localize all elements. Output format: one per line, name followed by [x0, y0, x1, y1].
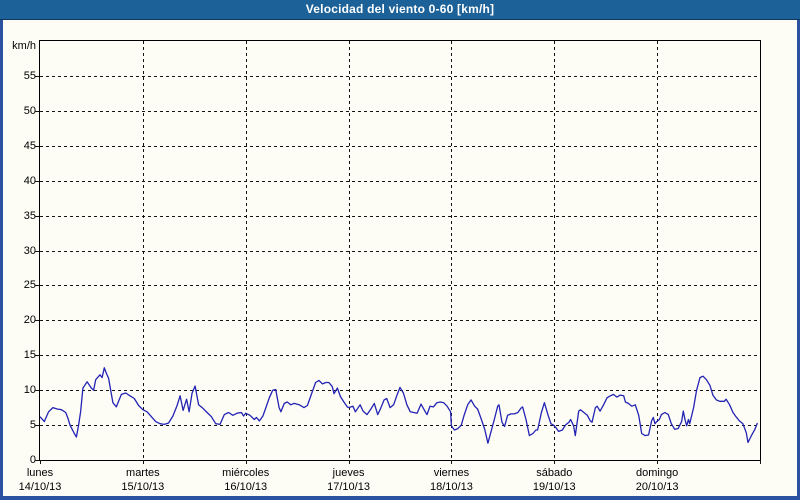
x-label-day-name-2: miércoles	[222, 467, 270, 479]
x-label-date-6: 20/10/13	[635, 481, 679, 493]
y-tick-label-50: 50	[23, 104, 36, 117]
x-label-date-3: 17/10/13	[327, 481, 370, 493]
y-tick-label-55: 55	[23, 69, 36, 82]
x-label-date-0: 14/10/13	[18, 481, 62, 493]
y-tick-label-30: 30	[23, 244, 36, 257]
x-label-day-name-4: viernes	[433, 467, 470, 479]
y-tick-label-10: 10	[23, 384, 36, 397]
wind-speed-line-chart	[35, 41, 761, 464]
x-label-day-name-1: martes	[126, 467, 160, 479]
y-tick-label-45: 45	[23, 139, 36, 152]
y-tick-label-25: 25	[23, 279, 36, 292]
x-label-day-name-3: jueves	[332, 467, 365, 479]
title-bar: Velocidad del viento 0-60 [km/h]	[0, 0, 800, 20]
x-label-day-name-5: sábado	[536, 467, 573, 479]
y-tick-label-35: 35	[23, 209, 36, 222]
y-tick-label-40: 40	[23, 174, 36, 187]
y-tick-label-5: 5	[29, 419, 36, 432]
window-title: Velocidad del viento 0-60 [km/h]	[305, 2, 495, 16]
y-tick-label-0: 0	[29, 454, 36, 466]
x-label-date-5: 19/10/13	[532, 481, 576, 493]
y-axis-unit-label: km/h	[12, 40, 36, 52]
y-tick-label-15: 15	[23, 349, 36, 362]
wind-speed-series-line	[39, 367, 759, 444]
chart-panel: km/h 0 5 10 15 20 25 30 35 40 45 50 55 lunes 14/10/1…	[3, 20, 797, 496]
x-label-date-2: 16/10/13	[224, 481, 268, 493]
x-label-date-1: 15/10/13	[121, 481, 165, 493]
x-label-date-4: 18/10/13	[430, 481, 473, 493]
plot-area	[35, 40, 761, 464]
y-tick-label-20: 20	[23, 314, 36, 327]
x-label-day-name-0: lunes	[26, 467, 54, 479]
x-label-day-name-6: domingo	[636, 467, 679, 479]
